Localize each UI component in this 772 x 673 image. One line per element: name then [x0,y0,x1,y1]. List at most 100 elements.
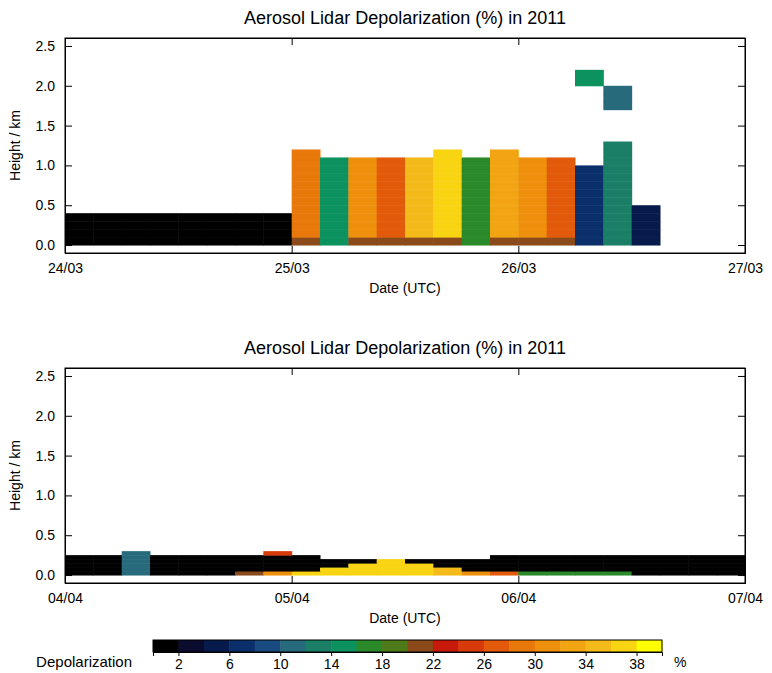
colorbar-tick: 18 [375,652,391,672]
cell [377,165,406,173]
y-tick-mark [65,46,72,47]
cell [150,229,179,237]
cell [320,173,349,181]
x-axis-line [66,576,746,584]
colorbar-swatch [153,640,179,652]
cell [150,563,179,567]
cell [603,559,632,563]
cell [377,237,406,245]
colorbar-tick: 6 [226,652,234,672]
y-tick-label: 0.0 [36,567,56,583]
cell [603,237,632,245]
plot-frame [65,368,745,583]
cell [178,563,207,567]
cell [235,229,264,237]
cell [122,559,151,563]
cell [462,237,491,245]
cell [603,86,632,94]
cell [433,189,462,197]
y-axis: 0.00.51.01.52.02.5 [36,38,72,254]
cell [377,173,406,181]
cell [65,555,94,559]
x-axis-title: Date (UTC) [369,280,441,296]
cell [263,237,292,245]
colorbar-swatch [586,640,612,652]
cell [433,181,462,189]
cell [405,205,434,213]
cell [377,559,406,563]
x-tick-top [292,38,293,45]
y-tick: 2.0 [36,408,72,424]
cell [377,197,406,205]
cell [575,571,604,575]
cell [348,157,377,165]
x-tick-mark-top [518,368,519,375]
cell [518,229,547,237]
y-axis-title: Height / km [7,440,23,511]
colorbar-swatch [637,640,663,652]
cell [292,149,321,157]
cell [433,149,462,157]
cell [603,142,632,150]
cell [490,157,519,165]
cell [377,563,406,567]
y-axis: 0.00.51.01.52.02.5 [36,368,72,584]
cell [660,559,689,563]
y-axis-right [738,369,746,584]
colorbar-swatch [229,640,255,652]
cell [93,571,122,575]
x-tick-top [292,368,293,375]
cell [178,571,207,575]
cell [547,221,576,229]
cell [235,237,264,245]
colorbar-tick-label: 2 [175,656,183,672]
title: Aerosol Lidar Depolarization (%) in 2011 [244,8,566,28]
cell [93,567,122,571]
y-tick-mark-right [738,126,745,127]
cell [405,237,434,245]
cell [462,165,491,173]
cell [575,213,604,221]
colorbar-swatch [306,640,332,652]
cell [178,559,207,563]
cell [603,189,632,197]
cell [490,197,519,205]
cell [717,555,745,559]
cell [433,237,462,245]
cell [292,165,321,173]
cell [377,229,406,237]
cell [632,221,661,229]
x-tick-mark-top [292,38,293,45]
colorbar-swatch [458,640,484,652]
cell [263,551,292,555]
y-tick-right [738,205,745,206]
cell [547,197,576,205]
cell [348,237,377,245]
cell [462,567,491,571]
cell [688,563,717,567]
cell [207,571,236,575]
cells [65,551,745,575]
cell [632,205,661,213]
colorbar-swatch [484,640,510,652]
cell [490,571,519,575]
y-tick: 1.5 [36,118,72,134]
cell [433,229,462,237]
cell [518,567,547,571]
cell [575,165,604,173]
cell [178,555,207,559]
cell [292,221,321,229]
panel: 24/0325/0326/0327/030.00.51.01.52.02.5Ae… [7,8,763,296]
cell [65,229,94,237]
cell [405,571,434,575]
cells [65,70,661,246]
cell [235,571,264,575]
cell [65,571,94,575]
colorbar-swatch [204,640,230,652]
cell [93,213,122,221]
plot-frame [65,38,745,253]
colorbar-tick-label: 38 [629,656,645,672]
cell [320,559,349,563]
cell [65,559,94,563]
cell [433,221,462,229]
